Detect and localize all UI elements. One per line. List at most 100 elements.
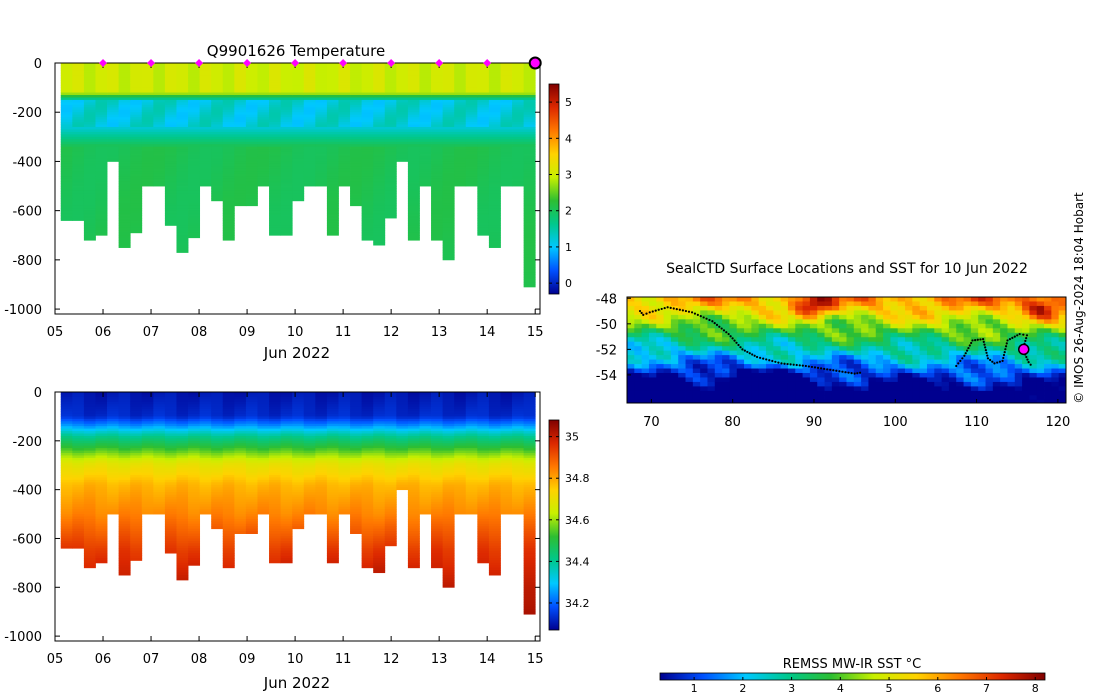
section-cell (95, 190, 108, 194)
section-cell (60, 154, 73, 157)
section-cell (141, 450, 154, 454)
section-cell (211, 161, 224, 165)
section-cell (523, 269, 536, 273)
section-cell (488, 242, 501, 246)
section-cell (222, 200, 235, 204)
section-cell (442, 531, 455, 534)
section-cell (465, 421, 478, 425)
section-cell (280, 438, 293, 442)
section-cell (454, 77, 467, 81)
section-cell (72, 416, 85, 420)
section-cell (500, 163, 513, 167)
section-cell (477, 496, 490, 500)
section-cell (245, 443, 258, 447)
section-cell (315, 176, 328, 180)
section-cell (338, 455, 351, 459)
section-cell (361, 536, 374, 539)
section-cell (188, 506, 201, 510)
temperature-chart-title: Q9901626 Temperature (207, 42, 385, 60)
section-cell (442, 411, 455, 415)
section-cell (176, 565, 189, 569)
section-cell (315, 448, 328, 451)
section-cell (188, 161, 201, 165)
section-cell (373, 536, 386, 539)
section-cell (315, 154, 328, 157)
x-tick-label: 11 (335, 325, 352, 340)
section-cell (442, 112, 455, 116)
section-cell (396, 77, 409, 81)
section-cell (465, 176, 478, 180)
section-cell (164, 506, 177, 510)
section-cell (396, 94, 409, 98)
section-cell (431, 467, 444, 471)
section-cell (384, 526, 397, 530)
section-cell (442, 173, 455, 177)
section-cell (118, 198, 131, 202)
section-cell (488, 565, 501, 569)
section-cell (292, 112, 305, 116)
section-cell (234, 423, 247, 427)
section-cell (234, 399, 247, 403)
section-cell (396, 149, 409, 152)
section-cell (222, 528, 235, 532)
section-cell (95, 227, 108, 231)
section-cell (222, 465, 235, 469)
section-cell (338, 114, 351, 118)
section-cell (315, 396, 328, 400)
section-cell (107, 82, 120, 86)
section-cell (431, 215, 444, 219)
section-cell (384, 97, 397, 101)
section-cell (477, 533, 490, 537)
section-cell (454, 492, 467, 495)
section-cell (176, 158, 189, 162)
section-cell (83, 75, 96, 79)
section-cell (442, 392, 455, 395)
section-cell (419, 136, 432, 140)
section-cell (72, 156, 85, 160)
section-cell (396, 131, 409, 135)
section-cell (326, 435, 339, 439)
section-cell (488, 504, 501, 508)
section-cell (176, 213, 189, 216)
section-cell (188, 213, 201, 216)
section-cell (477, 509, 490, 513)
section-cell (211, 183, 224, 187)
section-cell (431, 533, 444, 537)
section-cell (107, 131, 120, 135)
section-cell (315, 119, 328, 123)
section-cell (83, 149, 96, 152)
section-cell (523, 230, 536, 234)
section-cell (222, 220, 235, 224)
section-cell (523, 65, 536, 69)
section-cell (465, 112, 478, 116)
section-cell (407, 394, 420, 398)
section-cell (72, 514, 85, 517)
section-cell (176, 242, 189, 246)
section-cell (83, 413, 96, 417)
section-cell (176, 514, 189, 517)
section-cell (523, 70, 536, 74)
section-cell (303, 504, 316, 508)
section-cell (153, 114, 166, 118)
section-cell (488, 173, 501, 177)
section-cell (465, 460, 478, 464)
section-cell (269, 213, 282, 216)
section-cell (292, 136, 305, 140)
section-cell (431, 465, 444, 469)
section-cell (60, 423, 73, 427)
section-cell (350, 528, 363, 532)
section-cell (60, 195, 73, 199)
section-cell (118, 514, 131, 517)
section-cell (222, 392, 235, 395)
section-cell (477, 195, 490, 199)
section-cell (477, 77, 490, 81)
section-cell (60, 438, 73, 442)
section-cell (454, 457, 467, 461)
section-cell (95, 158, 108, 162)
section-cell (488, 85, 501, 89)
section-cell (326, 203, 339, 207)
section-cell (176, 575, 189, 578)
section-cell (269, 421, 282, 425)
section-cell (350, 482, 363, 486)
section-cell (188, 122, 201, 125)
